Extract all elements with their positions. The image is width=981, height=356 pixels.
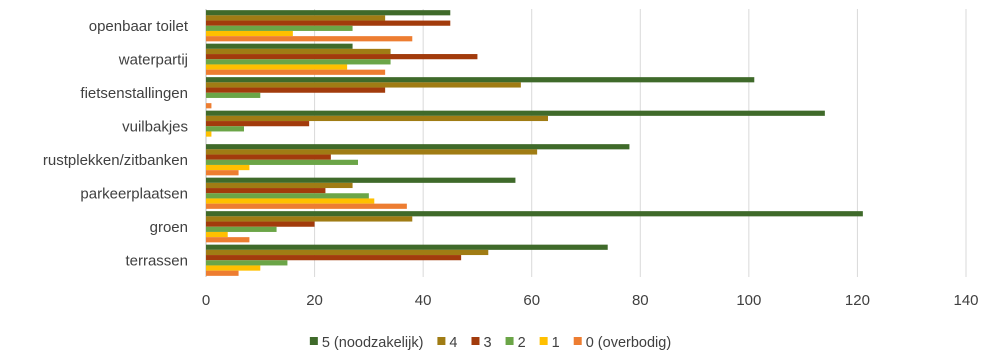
legend-item: 0 (overbodig) (573, 335, 671, 351)
x-tick-label: 100 (736, 292, 761, 309)
bar (206, 115, 548, 122)
x-tick-label: 80 (632, 292, 649, 309)
bar (206, 64, 348, 70)
bar (206, 48, 391, 55)
category-label: vuilbakjes (122, 118, 188, 135)
legend-swatch (539, 337, 548, 345)
bar (206, 164, 250, 171)
category-label: parkeerplaatsen (80, 185, 188, 202)
bar (206, 36, 413, 42)
bar (206, 82, 521, 88)
legend-label: 1 (552, 335, 560, 351)
legend-swatch (573, 337, 582, 345)
legend-item: 1 (539, 335, 560, 351)
category-label: groen (150, 219, 188, 236)
x-tick-label: 120 (845, 292, 870, 309)
bar (206, 226, 277, 232)
bar (206, 249, 489, 256)
bar (206, 77, 755, 83)
bar (206, 131, 212, 137)
bar (206, 15, 386, 21)
x-tick-label: 20 (306, 292, 323, 309)
bar (206, 255, 462, 261)
bar (206, 87, 386, 93)
category-label: waterpartij (118, 51, 188, 68)
bar (206, 121, 310, 127)
bar (206, 211, 863, 217)
legend-swatch (437, 337, 446, 345)
bar (206, 30, 293, 37)
legend-swatch (471, 337, 480, 345)
category-labels: openbaar toilet waterpartij fietsenstallin… (43, 18, 189, 270)
legend-label: 0 (overbodig) (586, 335, 671, 351)
bar (206, 126, 244, 132)
bar (206, 260, 288, 266)
legend-item: 5 (noodzakelijk) (309, 335, 424, 351)
bar (206, 193, 369, 199)
bar (206, 154, 331, 160)
category-label: fietsenstallingen (80, 85, 188, 102)
legend-label: 4 (449, 335, 457, 351)
bar (206, 92, 261, 98)
bar (206, 216, 413, 222)
bar (206, 182, 353, 189)
bar (206, 144, 630, 150)
legend-label: 2 (518, 335, 526, 351)
bar (206, 159, 358, 165)
bar (206, 20, 451, 26)
x-tick-label: 0 (202, 292, 210, 309)
legend-swatch (505, 337, 514, 345)
bar (206, 244, 608, 250)
bar (206, 43, 353, 49)
x-tick-label: 140 (953, 292, 978, 309)
bar (206, 265, 261, 271)
bar (206, 270, 239, 276)
bar (206, 59, 391, 65)
bar (206, 237, 250, 243)
x-tick-labels: 0 20 40 60 80 100 120 140 (202, 292, 979, 309)
bar (206, 25, 353, 31)
bar (206, 103, 212, 109)
legend-label: 3 (483, 335, 491, 351)
bar (206, 54, 478, 60)
bar (206, 188, 326, 194)
legend-swatch (309, 337, 318, 345)
legend: 5 (noodzakelijk) 4 3 2 1 0 (overbodig) (309, 335, 671, 351)
bar (206, 69, 386, 75)
category-label: rustplekken/zitbanken (43, 152, 188, 169)
legend-item: 3 (471, 335, 492, 351)
bar (206, 110, 825, 116)
category-label: openbaar toilet (89, 18, 189, 35)
bar (206, 221, 315, 227)
legend-item: 2 (505, 335, 526, 351)
legend-item: 4 (437, 335, 457, 351)
bar (206, 198, 375, 204)
x-tick-label: 60 (523, 292, 540, 309)
bar (206, 203, 407, 209)
bar (206, 231, 228, 238)
bar (206, 149, 538, 155)
bar (206, 177, 516, 183)
bar (206, 10, 451, 16)
category-label: terrassen (125, 252, 188, 269)
bars (206, 10, 863, 276)
x-tick-label: 40 (415, 292, 432, 309)
legend-label: 5 (noodzakelijk) (322, 335, 424, 351)
bar (206, 170, 239, 176)
